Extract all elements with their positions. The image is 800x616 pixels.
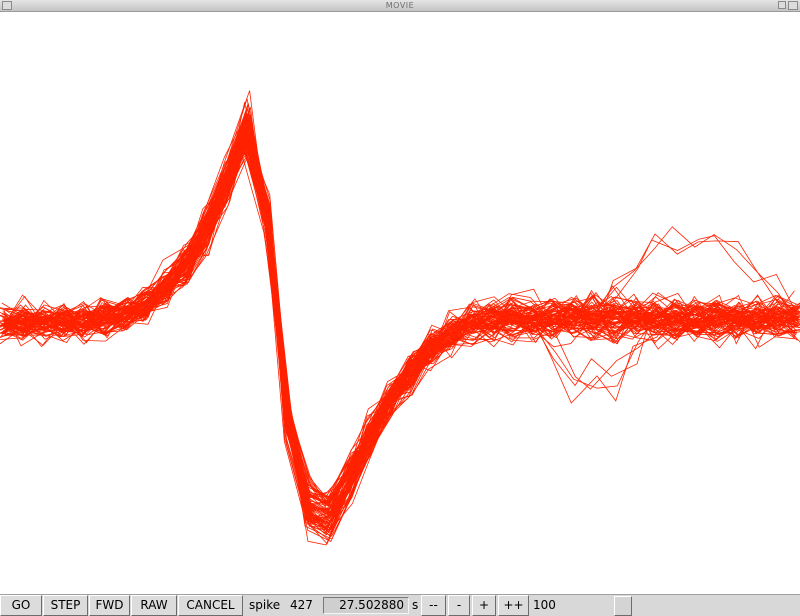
spike-trace (0, 133, 797, 513)
time-field[interactable]: 27.502880 (323, 597, 409, 614)
spike-label: spike (249, 598, 281, 612)
spike-trace (0, 130, 797, 507)
restore-button[interactable] (788, 1, 798, 10)
cancel-button[interactable]: CANCEL (178, 595, 243, 616)
step-forward-large-button[interactable]: ++ (498, 595, 529, 616)
step-button[interactable]: STEP (43, 595, 88, 616)
window-menu-button[interactable] (2, 1, 12, 10)
spike-trace (0, 116, 796, 531)
spike-trace (3, 114, 799, 519)
fwd-button[interactable]: FWD (89, 595, 130, 616)
spike-trace (3, 142, 797, 515)
time-unit: s (412, 598, 419, 612)
control-bar: GO STEP FWD RAW CANCEL spike 427 27.5028… (0, 594, 800, 616)
spike-number: 427 (290, 598, 313, 612)
waveform-plot (0, 13, 800, 594)
step-back-button[interactable]: - (448, 595, 470, 616)
step-back-large-button[interactable]: -- (421, 595, 446, 616)
step-forward-button[interactable]: + (472, 595, 496, 616)
spike-trace (0, 138, 796, 506)
minimize-button[interactable] (778, 1, 786, 9)
speed-value: 100 (533, 598, 556, 612)
waveform-svg (0, 90, 800, 546)
spike-trace (2, 151, 798, 497)
go-button[interactable]: GO (0, 595, 42, 616)
raw-button[interactable]: RAW (131, 595, 177, 616)
window-titlebar[interactable]: MOVIE (0, 0, 800, 12)
window-title: MOVIE (385, 1, 415, 10)
speed-slider-thumb[interactable] (614, 596, 632, 616)
